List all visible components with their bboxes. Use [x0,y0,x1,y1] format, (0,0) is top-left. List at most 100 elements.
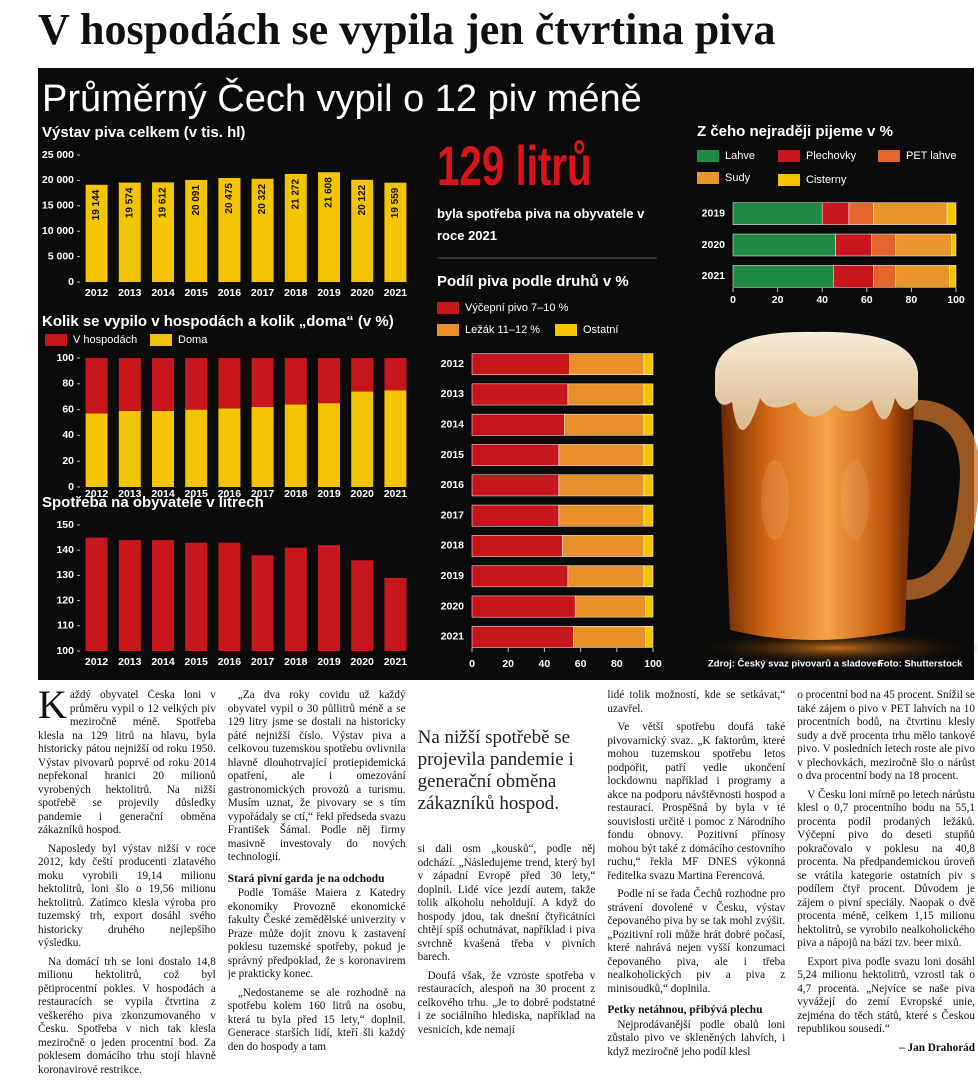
y-tick-label: 140 [56,544,74,556]
x-tick-label: 2019 [317,287,341,299]
bar-segment [645,625,654,648]
x-tick-label: 100 [644,658,662,670]
value-label: 19 574 [124,187,135,218]
x-tick-label: 40 [816,294,828,306]
bar-segment [152,410,174,487]
x-tick-label: 2016 [218,488,242,500]
legend-label: Ostatní [583,324,618,336]
subheading: Petky netáhnou, přibývá plechu [607,1004,763,1016]
bar [384,182,407,282]
article-column: Každý obyvatel Česka loni v průměru vypi… [38,689,216,1082]
y-tick-label: 2019 [702,207,726,219]
x-tick-label: 40 [539,658,551,670]
bar [284,547,307,651]
x-tick-label: 2015 [185,488,209,500]
x-tick-label: 2012 [85,488,109,500]
stat-value: 129 litrů [437,135,592,197]
y-tick-label: 5 000 [48,250,74,262]
bar-segment [643,444,654,466]
bar-segment [821,202,850,225]
bar-segment [569,353,645,376]
y-tick-label: 120 [56,594,74,606]
bar [152,182,174,282]
x-tick-label: 2015 [185,287,209,299]
legend-swatch [878,150,900,162]
legend-swatch [45,334,67,346]
bar-segment [732,233,836,257]
legend-label: Doma [178,334,208,346]
y-tick-label: 100 [56,352,74,364]
legend-swatch [697,150,719,162]
legend-label: Výčepní pivo 7–10 % [465,302,569,314]
x-tick-label: 2018 [284,656,308,668]
pull-quote: Na nižší spotřebě se projevila pandemie … [417,727,574,814]
paragraph: Doufá však, že vzroste spotřeba v restau… [417,969,596,1036]
x-tick-label: 2012 [85,287,109,299]
bar-segment [384,390,407,487]
chart-title: Podíl piva podle druhů v % [437,273,629,290]
y-tick-label: 2016 [441,479,465,491]
value-label: 20 122 [357,184,368,215]
bar-segment [471,474,560,497]
bar-segment [185,409,208,487]
bar-segment [643,565,654,588]
headline: V hospodách se vypila jen čtvrtina piva [38,5,776,54]
y-tick-label: 20 [62,455,74,467]
bar-segment [567,565,645,588]
value-label: 21 608 [324,177,335,208]
paragraph: Ve větší spotřebu doufá také pivovarnick… [607,721,786,882]
bar-segment [643,413,654,436]
bar-segment [946,202,957,225]
bar-segment [471,595,576,618]
subheading: Stará pivní garda je na odchodu [227,872,385,885]
x-tick-label: 2020 [351,287,375,299]
bar-segment [318,403,340,487]
legend-label: Ležák 11–12 % [465,324,540,336]
x-tick-label: 2021 [384,287,408,299]
paragraph: Naposledy byl výstav nižší v roce 2012, … [38,842,216,950]
y-tick-label: 100 [56,645,74,657]
bar-segment [895,265,950,288]
x-tick-label: 2017 [251,488,275,500]
bar-segment [835,233,872,257]
y-tick-label: 80 [62,378,74,390]
y-tick-label: 2015 [441,449,465,461]
bar-segment [643,383,654,406]
bar [218,542,241,651]
y-tick-label: 2014 [441,419,465,431]
x-tick-label: 2021 [384,488,408,500]
y-tick-label: 25 000 [42,149,74,161]
legend-label: Plechovky [806,150,857,162]
bar-segment [185,358,208,410]
bar-segment [85,413,108,487]
paragraph: „Za dva roky covidu už každý obyvatel vy… [227,689,406,863]
bar-segment [732,202,823,225]
x-tick-label: 2020 [351,488,375,500]
bar-segment [873,265,897,288]
x-tick-label: 2015 [185,656,209,668]
bar [251,555,274,651]
bar-segment [218,408,241,487]
bar-segment [643,504,654,527]
x-tick-label: 60 [861,294,873,306]
y-tick-label: 110 [57,620,74,632]
y-tick-label: 60 [62,403,74,415]
paragraph: o procentní bod na 45 procent. Snížil se… [797,689,975,782]
bar-segment [118,358,141,411]
legend-swatch [697,172,719,184]
bar [384,577,407,651]
bar [318,172,340,282]
legend-swatch [778,174,800,186]
x-tick-label: 2014 [151,488,175,500]
bar-segment [567,383,645,406]
x-tick-label: 2017 [251,287,275,299]
photo-credit: Foto: Shutterstock [878,659,963,670]
bar [152,540,174,651]
bar-segment [471,353,570,376]
paragraph: si dali osm „kousků“, podle něj odchází.… [417,843,596,963]
y-tick-label: 0 [68,481,74,493]
y-tick-label: 10 000 [42,225,74,237]
chart-title: Spotřeba na obyvatele v litrech [42,494,264,511]
x-tick-label: 100 [947,294,965,306]
